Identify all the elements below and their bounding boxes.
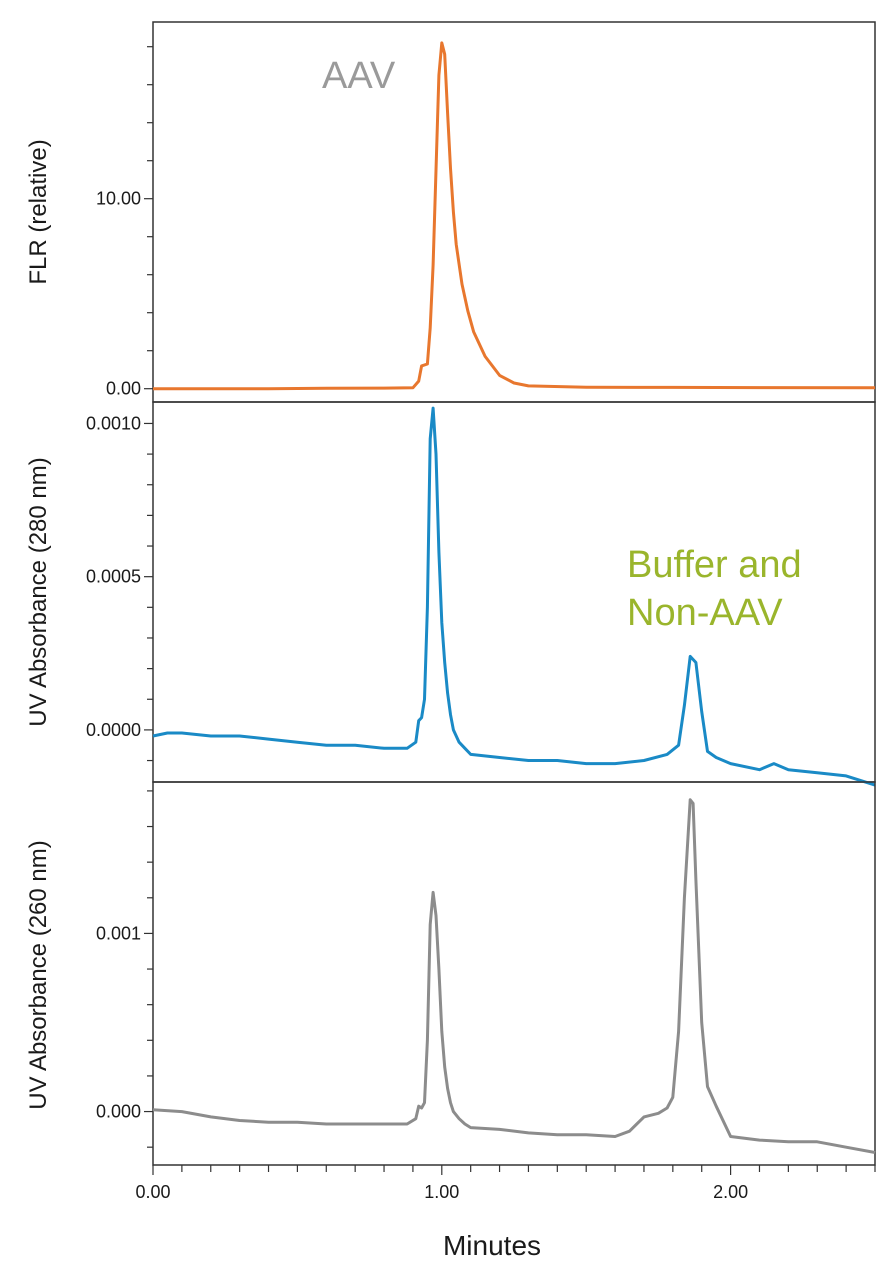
panel-uv260-frame — [152, 781, 876, 1166]
series-line-flr — [153, 41, 876, 391]
y-axis-title-flr: FLR (relative) — [25, 139, 52, 284]
ytick-label-flr-10: 10.00 — [96, 189, 141, 209]
panel-uv280-ticks — [144, 422, 153, 762]
panel-flr: 0.00 10.00 FLR (relative) AAV — [25, 21, 876, 403]
annotation-buffer-line1: Buffer and — [627, 544, 802, 586]
panel-uv260: 0.000 0.001 UV Absorbance (260 nm) 0.00 … — [25, 781, 876, 1261]
ytick-label-uv260-0001: 0.001 — [96, 923, 141, 943]
series-line-uv280 — [152, 406, 876, 787]
y-axis-title-uv280: UV Absorbance (280 nm) — [25, 457, 52, 726]
ytick-label-uv260-0: 0.000 — [96, 1102, 141, 1122]
ytick-label-flr-0: 0.00 — [106, 379, 141, 399]
annotation-buffer-line2: Non-AAV — [627, 592, 783, 634]
series-line-uv260 — [152, 798, 876, 1154]
xtick-label-0: 0.00 — [135, 1182, 170, 1202]
panel-uv280: 0.0000 0.0005 0.0010 UV Absorbance (280 … — [25, 401, 876, 787]
xtick-label-1: 1.00 — [424, 1182, 459, 1202]
annotation-aav: AAV — [322, 55, 396, 97]
panel-uv260-ticks — [144, 790, 876, 1175]
ytick-label-uv280-0010: 0.0010 — [86, 413, 141, 433]
x-axis-title: Minutes — [443, 1230, 541, 1261]
ytick-label-uv280-0: 0.0000 — [86, 720, 141, 740]
panel-flr-ticks — [144, 46, 153, 390]
ytick-label-uv280-0005: 0.0005 — [86, 567, 141, 587]
xtick-label-2: 2.00 — [713, 1182, 748, 1202]
y-axis-title-uv260: UV Absorbance (260 nm) — [25, 840, 52, 1109]
